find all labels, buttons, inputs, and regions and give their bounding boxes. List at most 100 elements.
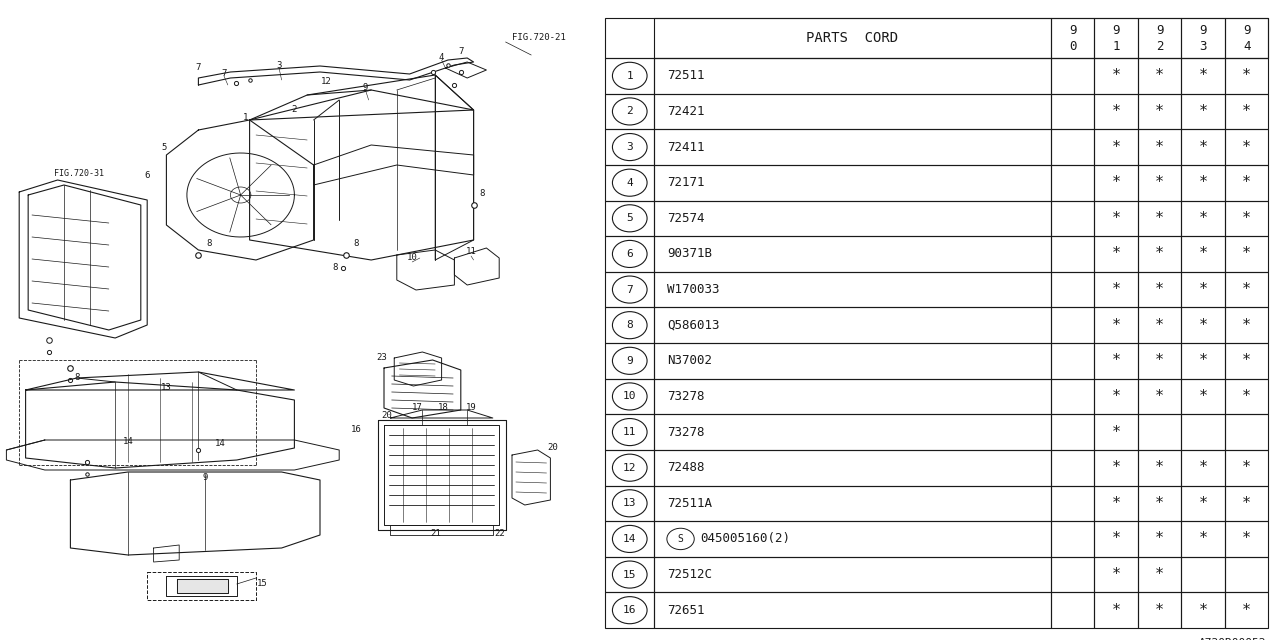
Bar — [1094, 486, 1138, 521]
Text: 5: 5 — [626, 213, 634, 223]
Bar — [1094, 414, 1138, 450]
Bar — [1138, 272, 1181, 307]
Bar — [1181, 307, 1225, 343]
Text: FIG.720-31: FIG.720-31 — [54, 170, 105, 179]
Text: 9: 9 — [1243, 24, 1251, 36]
Bar — [1225, 200, 1268, 236]
Bar — [1051, 593, 1094, 628]
Bar — [1094, 18, 1138, 58]
Bar — [1051, 414, 1094, 450]
Text: 14: 14 — [215, 438, 225, 447]
Text: 72574: 72574 — [667, 212, 704, 225]
Bar — [1181, 93, 1225, 129]
Text: *: * — [1198, 68, 1208, 83]
Text: 1: 1 — [626, 71, 634, 81]
Text: 16: 16 — [623, 605, 636, 615]
Text: *: * — [1111, 317, 1121, 333]
Text: *: * — [1198, 496, 1208, 511]
Text: 22: 22 — [494, 529, 504, 538]
Text: 9: 9 — [626, 356, 634, 366]
Text: 19: 19 — [466, 403, 476, 413]
Bar — [654, 486, 1051, 521]
Text: 4: 4 — [439, 52, 444, 61]
Text: *: * — [1155, 389, 1165, 404]
Text: *: * — [1155, 531, 1165, 547]
Text: 90371B: 90371B — [667, 248, 712, 260]
Text: 11: 11 — [466, 248, 476, 257]
Text: 12: 12 — [623, 463, 636, 473]
Bar — [605, 58, 654, 93]
Text: N37002: N37002 — [667, 355, 712, 367]
Text: FIG.720-21: FIG.720-21 — [512, 33, 566, 42]
Text: 72171: 72171 — [667, 176, 704, 189]
Text: *: * — [1155, 353, 1165, 368]
Text: *: * — [1242, 282, 1252, 297]
Text: 15: 15 — [623, 570, 636, 580]
Text: 16: 16 — [351, 426, 361, 435]
Text: 20: 20 — [381, 410, 392, 419]
Bar — [1138, 200, 1181, 236]
Text: 72488: 72488 — [667, 461, 704, 474]
Text: *: * — [1111, 246, 1121, 261]
Bar — [605, 343, 654, 379]
Text: *: * — [1198, 460, 1208, 475]
Text: 8: 8 — [74, 374, 79, 383]
Bar — [605, 521, 654, 557]
Text: 6: 6 — [145, 170, 150, 179]
Bar — [1225, 379, 1268, 414]
Text: *: * — [1242, 140, 1252, 155]
Text: S: S — [677, 534, 684, 544]
Text: 72651: 72651 — [667, 604, 704, 617]
Text: 9: 9 — [1199, 24, 1207, 36]
Bar — [1225, 593, 1268, 628]
Text: 8: 8 — [626, 320, 634, 330]
Text: 7: 7 — [196, 63, 201, 72]
Text: *: * — [1198, 211, 1208, 226]
Text: *: * — [1155, 282, 1165, 297]
Text: *: * — [1198, 140, 1208, 155]
Text: *: * — [1111, 567, 1121, 582]
Text: *: * — [1198, 353, 1208, 368]
Text: *: * — [1111, 496, 1121, 511]
Bar — [1138, 18, 1181, 58]
Bar — [1051, 450, 1094, 486]
Text: 9: 9 — [1069, 24, 1076, 36]
Bar — [1225, 58, 1268, 93]
Bar — [1051, 236, 1094, 272]
Bar — [654, 521, 1051, 557]
Text: *: * — [1155, 68, 1165, 83]
Bar — [1225, 414, 1268, 450]
Text: PARTS  CORD: PARTS CORD — [806, 31, 899, 45]
Bar — [654, 58, 1051, 93]
Text: 13: 13 — [161, 383, 172, 392]
Bar — [1181, 486, 1225, 521]
Text: 18: 18 — [438, 403, 448, 413]
Text: *: * — [1111, 460, 1121, 475]
Bar — [1094, 58, 1138, 93]
Bar — [1094, 593, 1138, 628]
Bar — [1138, 450, 1181, 486]
Text: *: * — [1242, 389, 1252, 404]
Bar — [1181, 129, 1225, 165]
Text: *: * — [1155, 496, 1165, 511]
Bar — [1094, 200, 1138, 236]
Text: *: * — [1242, 496, 1252, 511]
Bar — [1138, 521, 1181, 557]
Text: 045005160(2): 045005160(2) — [700, 532, 791, 545]
Text: 9: 9 — [1112, 24, 1120, 36]
Bar — [654, 18, 1051, 58]
Bar — [1051, 93, 1094, 129]
Text: *: * — [1155, 246, 1165, 261]
Bar — [1094, 521, 1138, 557]
Text: *: * — [1111, 140, 1121, 155]
Text: 8: 8 — [333, 262, 338, 271]
Text: 4: 4 — [626, 178, 634, 188]
Text: Q586013: Q586013 — [667, 319, 719, 332]
Text: *: * — [1111, 211, 1121, 226]
Bar — [1181, 18, 1225, 58]
Text: 10: 10 — [407, 253, 417, 262]
Bar — [1225, 165, 1268, 200]
Bar — [1138, 593, 1181, 628]
Text: *: * — [1198, 317, 1208, 333]
Text: *: * — [1242, 104, 1252, 119]
